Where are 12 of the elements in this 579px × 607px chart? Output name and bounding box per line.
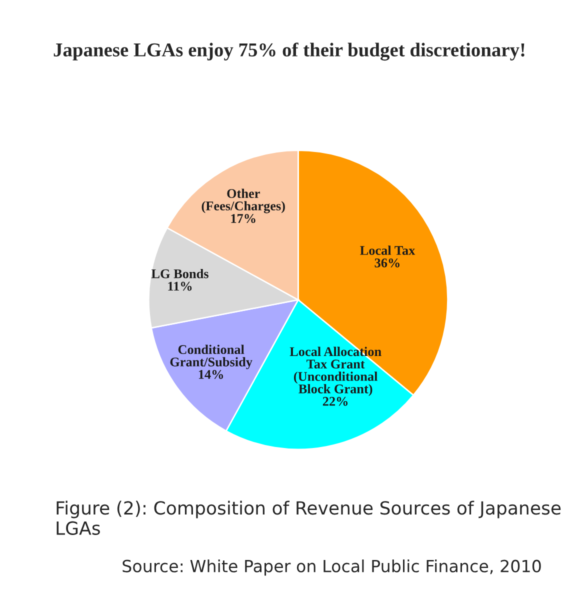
slice-label: Conditional Grant/Subsidy	[170, 344, 252, 370]
chart-title: Japanese LGAs enjoy 75% of their budget discretionary!	[54, 42, 524, 61]
data-label: 14%	[198, 370, 224, 379]
slice-label: Local Tax	[360, 246, 416, 255]
data-label: 22%	[322, 396, 348, 406]
text: Figure (2): Composition of Revenue Sources of Japanese LGAs	[56, 500, 561, 535]
slice-label: Other (Fees/Charges)	[202, 188, 285, 214]
data-label: 11%	[168, 282, 192, 291]
slice-label: LG Bonds	[151, 268, 208, 278]
source-note: Source: White Paper on Local Public Finance, 2010	[122, 559, 541, 576]
data-label: 36%	[374, 258, 400, 268]
data-label: 17%	[231, 214, 256, 223]
